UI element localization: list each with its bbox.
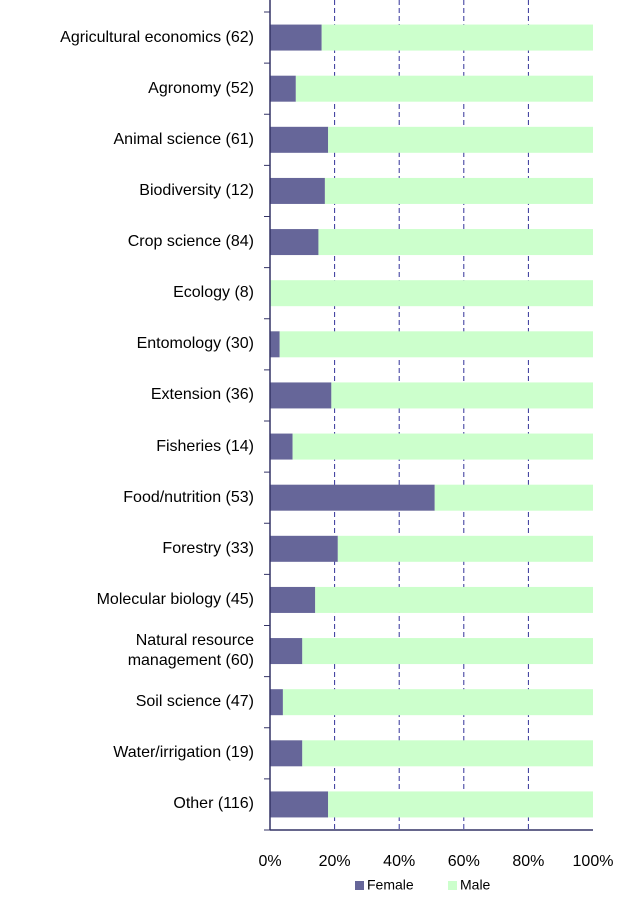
y-tick-label: Agronomy (52) — [148, 79, 254, 97]
x-tick-label: 40% — [383, 853, 415, 870]
bar — [270, 433, 293, 460]
bar — [324, 177, 593, 204]
legend-swatch — [448, 881, 457, 890]
bar — [279, 331, 593, 358]
bar — [270, 535, 338, 562]
y-tick-label: Entomology (30) — [136, 335, 254, 353]
y-tick-label: Biodiversity (12) — [139, 181, 254, 199]
y-tick-label: Extension (36) — [150, 386, 254, 404]
x-tick-label: 20% — [319, 853, 351, 870]
x-tick-label: 80% — [512, 853, 544, 870]
bar — [270, 126, 329, 153]
bar — [270, 484, 435, 511]
bar — [270, 280, 593, 307]
bar — [328, 791, 593, 818]
bar — [328, 126, 593, 153]
bar — [434, 484, 593, 511]
bar — [331, 382, 593, 409]
bar — [270, 740, 303, 767]
bar — [270, 331, 280, 358]
y-tick-label: Fisheries (14) — [156, 437, 254, 455]
bar — [270, 229, 319, 256]
x-tick-label: 60% — [448, 853, 480, 870]
bar — [282, 689, 593, 716]
y-tick-label: Other (116) — [173, 795, 254, 813]
bar — [315, 586, 593, 613]
bar — [295, 75, 593, 102]
legend-swatch — [355, 881, 364, 890]
bar — [292, 433, 593, 460]
bar — [270, 177, 325, 204]
y-tick-label: Natural resource management (60) — [127, 632, 254, 670]
bar — [270, 586, 316, 613]
bar — [270, 382, 332, 409]
y-tick-label: Crop science (84) — [127, 233, 254, 251]
bar — [302, 638, 593, 665]
y-tick-label: Molecular biology (45) — [96, 590, 254, 608]
x-tick-label: 0% — [258, 853, 281, 870]
bar — [337, 535, 593, 562]
bar — [302, 740, 593, 767]
bar — [270, 75, 296, 102]
bar — [270, 791, 329, 818]
bar — [321, 24, 593, 51]
bar — [270, 638, 303, 665]
y-tick-label: Soil science (47) — [135, 693, 254, 711]
legend-label: Female — [367, 877, 414, 893]
y-tick-label: Ecology (8) — [173, 284, 254, 302]
legend-label: Male — [460, 877, 491, 893]
y-tick-label: Water/irrigation (19) — [113, 744, 254, 762]
y-tick-label: Animal science (61) — [113, 130, 255, 148]
bar — [270, 689, 283, 716]
y-tick-label: Food/nutrition (53) — [123, 488, 254, 506]
y-tick-label: Forestry (33) — [162, 539, 254, 557]
bar — [270, 24, 322, 51]
x-tick-label: 100% — [573, 853, 614, 870]
bar — [318, 229, 593, 256]
y-tick-label: Agricultural economics (62) — [60, 28, 254, 46]
